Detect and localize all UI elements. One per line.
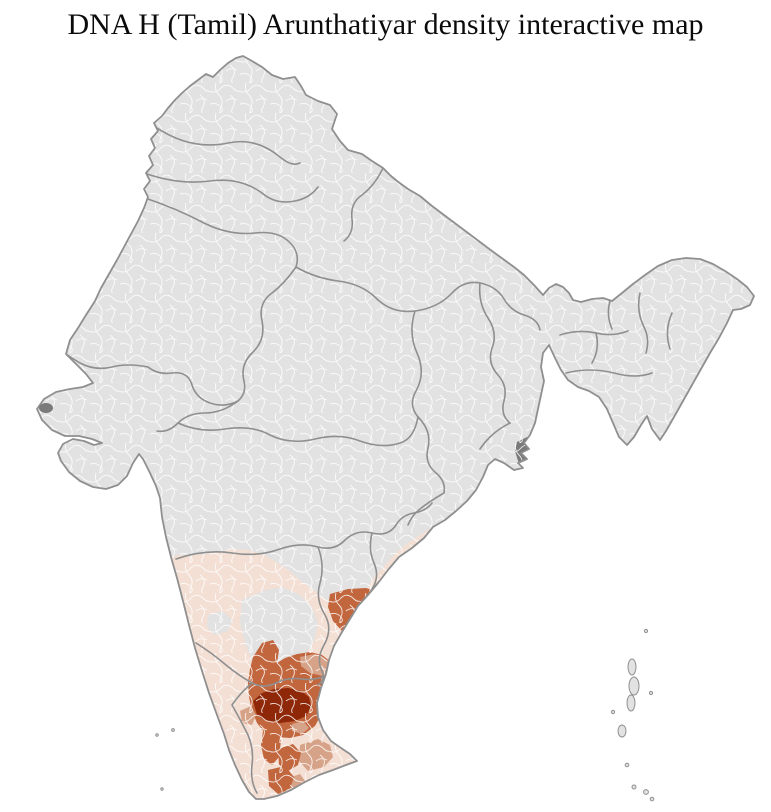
district-boundaries-overlay	[37, 56, 754, 799]
page-title: DNA H (Tamil) Arunthatiyar density inter…	[67, 8, 704, 41]
state-boundaries	[65, 125, 673, 794]
india-density-map[interactable]	[0, 48, 771, 812]
map-container[interactable]	[0, 48, 771, 812]
andaman-nicobar-islands[interactable]	[610, 628, 655, 802]
kutch-islet[interactable]	[39, 403, 53, 413]
district-coromandel-medium-low[interactable]	[318, 695, 331, 715]
lakshadweep-islands[interactable]	[155, 728, 175, 791]
